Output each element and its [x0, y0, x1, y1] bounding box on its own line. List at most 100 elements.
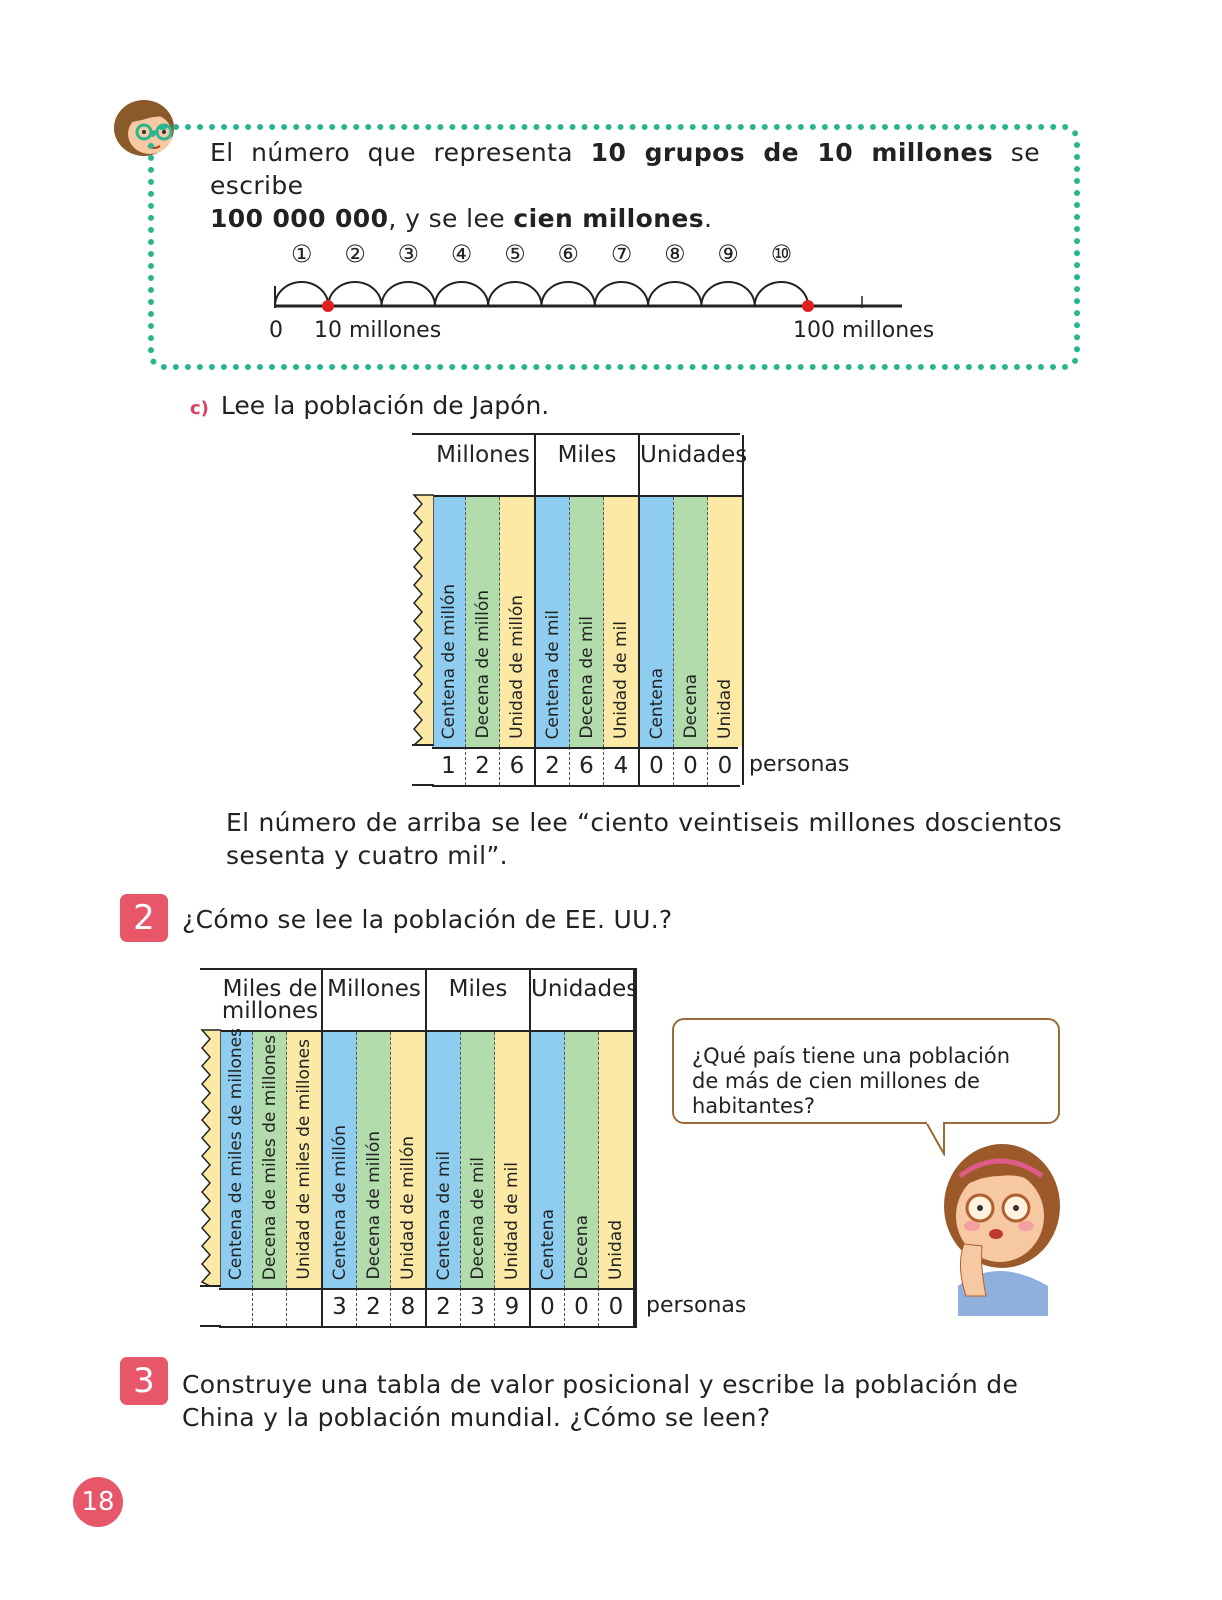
number-line-arc: [593, 281, 650, 307]
number-line-step-label: ③: [397, 240, 419, 268]
usa-table-zigzag: [200, 968, 221, 1327]
number-line: ① ② ③ ④ ⑤ ⑥ ⑦ ⑧ ⑨ ⑩: [274, 240, 902, 312]
place-value-column-label: Unidad de mil: [502, 1161, 522, 1280]
place-value-column-label: Unidad de mil: [611, 620, 631, 739]
number-line-arc: [753, 281, 809, 307]
place-value-column: Unidad de mil: [495, 1032, 531, 1288]
number-line-arc: [274, 281, 330, 307]
place-value-column-label: Decena: [571, 1215, 592, 1280]
place-value-column-label: Unidad de miles de millones: [294, 1039, 314, 1280]
place-value-column-label: Decena de miles de millones: [259, 1034, 280, 1280]
place-value-column: Decena de millón: [357, 1032, 391, 1288]
digit-cell: [287, 1288, 323, 1326]
table-header: Unidades: [531, 970, 638, 1032]
number-line-step-label: ④: [451, 240, 473, 268]
digit-cell: [253, 1288, 287, 1326]
place-value-column-label: Centena: [537, 1208, 558, 1280]
place-value-column-label: Unidad de millón: [507, 595, 527, 739]
place-value-column-label: Centena de miles de millones: [225, 1027, 246, 1280]
speech-bubble-tail: [925, 1120, 945, 1156]
girl-illustration: [944, 1144, 1060, 1316]
digit-row-border: [219, 1288, 635, 1290]
task-c-text: Lee la población de Japón.: [220, 391, 550, 420]
place-value-column-label: Centena de mil: [542, 609, 563, 739]
digit-cell: 3: [461, 1288, 495, 1326]
number-line-step-label: ②: [344, 240, 366, 268]
place-value-column: Decena de miles de millones: [253, 1032, 287, 1288]
digit-cell: 6: [500, 747, 536, 785]
number-line-step-label: ⑦: [611, 240, 633, 268]
place-value-column: Decena: [674, 497, 708, 747]
number-line-arc: [487, 281, 543, 307]
number-line-arc: [540, 281, 596, 307]
intro-text: El número que representa 10 grupos de 10…: [210, 136, 1040, 235]
table-header: Unidades: [640, 435, 747, 497]
question-2-badge: 2: [120, 894, 168, 942]
usa-unit: personas: [646, 1293, 747, 1318]
place-value-column: Centena de miles de millones: [219, 1028, 253, 1288]
place-value-column: Centena: [531, 1032, 565, 1288]
japan-unit: personas: [749, 752, 850, 777]
place-value-column: Unidad de miles de millones: [287, 1032, 323, 1288]
digit-cell: 0: [531, 1288, 565, 1326]
place-value-column-label: Unidad: [715, 679, 735, 739]
place-value-column-label: Decena de mil: [467, 1157, 488, 1280]
digit-cell: 0: [708, 747, 744, 785]
place-value-column-label: Unidad de millón: [398, 1136, 418, 1280]
place-value-column: Unidad de millón: [500, 497, 536, 747]
number-line-arc: [380, 281, 436, 307]
question-3-text: Construye una tabla de valor posicional …: [182, 1370, 1019, 1432]
intro-box: [148, 124, 1080, 370]
place-value-column-label: Centena de millón: [438, 583, 459, 739]
task-c: c) Lee la población de Japón.: [190, 391, 549, 420]
table-header: Miles de millones: [219, 970, 323, 1032]
place-value-column-label: Centena: [646, 667, 667, 739]
hundred-million-dot: [802, 300, 814, 312]
number-line-step-label: ⑩: [771, 240, 793, 268]
table-header: Millones: [323, 970, 427, 1032]
place-value-column: Centena de millón: [432, 497, 466, 747]
place-value-column: Unidad: [599, 1032, 635, 1288]
speech-bubble: ¿Qué país tiene una población de más de …: [672, 1018, 1060, 1124]
intro-b3: cien millones: [513, 204, 705, 233]
digit-cell: 0: [674, 747, 708, 785]
table-header: Miles: [427, 970, 531, 1032]
question-2-text: ¿Cómo se lee la población de EE. UU.?: [182, 905, 673, 934]
place-value-column: Decena: [565, 1032, 599, 1288]
place-value-column-label: Decena de millón: [363, 1131, 384, 1280]
digit-cell: 2: [427, 1288, 461, 1326]
place-value-column-label: Decena: [680, 674, 701, 739]
digit-cell: 9: [495, 1288, 531, 1326]
number-line-step-label: ⑥: [557, 240, 579, 268]
table-header: Miles: [536, 435, 640, 497]
place-value-column: Centena de millón: [323, 1032, 357, 1288]
question-3-badge: 3: [120, 1357, 168, 1405]
ten-million-dot: [322, 300, 334, 312]
place-value-column: Decena de mil: [570, 497, 604, 747]
place-value-column: Decena de millón: [466, 497, 500, 747]
usa-place-value-table: Miles de millones Millones Miles Unidades Ce…: [219, 968, 638, 1328]
digit-row-border: [432, 747, 738, 749]
label-hundred-millions: 100 millones: [793, 318, 935, 343]
number-line-step-label: ⑤: [504, 240, 526, 268]
digit-cell: 6: [570, 747, 604, 785]
intro-b2: 100 000 000: [210, 204, 389, 233]
intro-t2: se escribe: [210, 138, 1040, 200]
intro-t4: .: [704, 204, 713, 233]
number-line-arc: [433, 281, 490, 307]
place-value-column-label: Decena de millón: [472, 590, 493, 739]
number-line-arc: [700, 281, 756, 307]
label-zero: 0: [269, 318, 283, 343]
number-line-arc: [327, 281, 383, 307]
task-c-letter: c): [190, 398, 209, 419]
japan-place-value-table: Millones Miles Unidades Centena de millón 1 D…: [432, 433, 747, 787]
place-value-column: Unidad de mil: [604, 497, 640, 747]
number-line-step-label: ①: [291, 240, 313, 268]
place-value-column-label: Unidad: [606, 1220, 626, 1280]
place-value-column: Centena: [640, 497, 674, 747]
speech-bubble-text: ¿Qué país tiene una población de más de …: [692, 1044, 1011, 1118]
intro-t3: , y se lee: [388, 204, 514, 233]
place-value-column: Centena de mil: [427, 1032, 461, 1288]
table-header: Millones: [432, 435, 536, 497]
number-line-step-label: ⑨: [717, 240, 739, 268]
